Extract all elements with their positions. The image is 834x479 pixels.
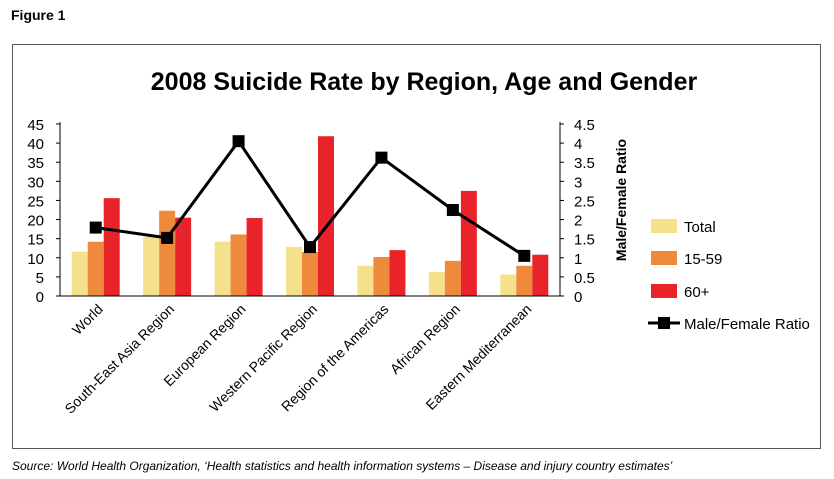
bar-60--3 [246,218,263,296]
bar-60--6 [460,190,477,296]
bar-total-5 [357,265,374,296]
bar-total-1 [71,251,88,296]
bar-15-59-5 [373,257,390,296]
y-right-tick-label: 0 [574,289,582,306]
legend-marker-sample [658,317,670,329]
bar-total-7 [500,274,517,296]
ratio-point-4 [304,241,316,254]
legend-label: 15-59 [684,251,722,268]
legend-swatch-15-59 [651,251,677,265]
y-right-tick-label: 1 [574,251,582,268]
source-note: Source: World Health Organization, ‘Heal… [12,459,673,473]
y-left-tick-label: 10 [27,251,44,268]
bar-total-2 [143,236,160,296]
bar-15-59-3 [230,234,247,296]
bar-total-4 [286,247,302,296]
bar-15-59-4 [302,252,318,296]
legend-label: 60+ [684,284,710,301]
legend: Total 15-59 60+ Male/Female Ratio [648,219,810,333]
ratio-point-6 [446,204,459,216]
bar-60--1 [103,198,120,296]
y-left-tick-label: 0 [36,289,44,306]
y-left-tick-label: 45 [27,117,44,134]
y-left-tick-label: 5 [36,270,44,287]
ratio-point-1 [89,221,102,234]
bar-60--7 [532,254,549,296]
legend-label: Male/Female Ratio [684,316,810,333]
y-right-tick-label: 3 [574,174,582,191]
y-right-tick-label: 2.5 [574,193,595,210]
bar-60--5 [389,250,406,296]
bar-15-59-2 [159,210,176,296]
y-right-tick-label: 4 [574,136,582,153]
y-left-tick-label: 25 [27,193,44,210]
ratio-point-2 [161,231,174,244]
bar-15-59-7 [516,265,533,296]
bars-group [71,136,549,296]
bar-60--4 [318,136,334,296]
x-tick-label: African Region [387,301,463,377]
bar-15-59-6 [444,260,461,296]
legend-swatch-total [651,219,677,233]
y-left-tick-label: 30 [27,174,44,191]
bar-15-59-1 [87,241,104,296]
legend-swatch-60- [651,284,677,298]
y-left-tick-label: 40 [27,136,44,153]
ratio-point-7 [518,249,531,262]
chart-frame [12,44,821,449]
y-right-tick-label: 3.5 [574,155,595,172]
legend-label: Total [684,219,716,236]
y-right-axis-title: Male/Female Ratio [613,139,629,261]
ratio-line-group [89,135,531,262]
y-left-tick-label: 20 [27,213,44,230]
bar-60--2 [175,217,192,296]
bar-total-3 [214,241,231,296]
figure-label: Figure 1 [11,7,66,23]
y-right-tick-label: 1.5 [574,232,595,249]
y-right-tick-label: 0.5 [574,270,595,287]
y-left-tick-label: 15 [27,232,44,249]
y-left-tick-label: 35 [27,155,44,172]
ratio-point-5 [375,151,388,164]
y-right-tick-label: 2 [574,213,582,230]
x-tick-label: World [69,301,106,338]
bar-total-6 [428,271,445,296]
chart-title: 2008 Suicide Rate by Region, Age and Gen… [151,68,698,96]
ratio-point-3 [232,135,245,148]
y-right-tick-label: 4.5 [574,117,595,134]
